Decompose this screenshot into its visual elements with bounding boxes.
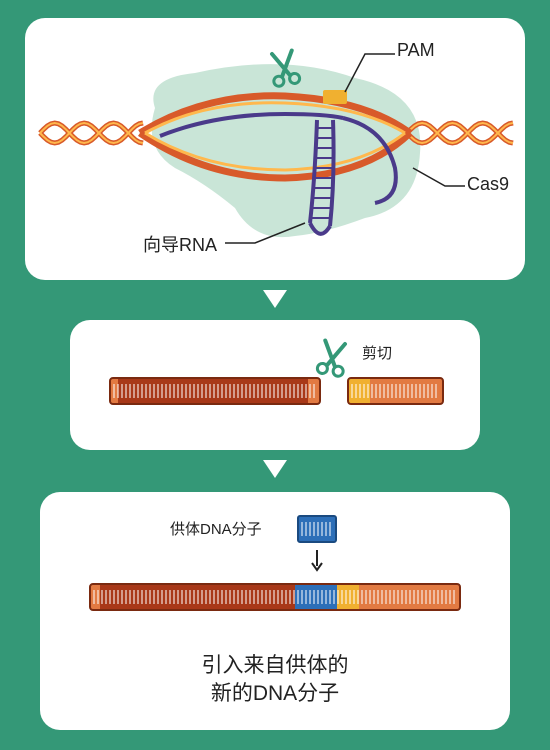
pam-site bbox=[323, 90, 347, 104]
donor-dna-fragment bbox=[298, 516, 336, 542]
dna-helix-right bbox=[407, 123, 513, 143]
dna-cut-diagram bbox=[70, 320, 480, 450]
caption-line-1: 引入来自供体的 bbox=[202, 654, 349, 677]
cas9-label: Cas9 bbox=[467, 174, 509, 195]
dna-with-insert bbox=[90, 584, 460, 610]
pam-label: PAM bbox=[397, 40, 435, 61]
flow-arrow-2 bbox=[263, 460, 287, 478]
pam-site bbox=[348, 378, 370, 404]
insertion-arrow bbox=[312, 550, 322, 570]
dna-segment-right bbox=[348, 378, 443, 404]
result-caption: 引入来自供体的 新的DNA分子 bbox=[40, 652, 510, 709]
crispr-recognition-diagram bbox=[25, 18, 525, 280]
scissors-icon bbox=[317, 340, 348, 377]
dna-helix-left bbox=[40, 123, 143, 143]
cut-label: 剪切 bbox=[362, 342, 392, 363]
caption-line-2: 新的DNA分子 bbox=[211, 682, 339, 705]
guide-rna-label: 向导RNA bbox=[143, 231, 217, 257]
cas9-protein-blob bbox=[152, 64, 421, 237]
pam-site bbox=[337, 584, 359, 610]
inserted-donor-region bbox=[295, 584, 337, 610]
dna-segment-left bbox=[110, 378, 320, 404]
leader-line-cas9 bbox=[413, 168, 465, 186]
flow-arrow-1 bbox=[263, 290, 287, 308]
donor-dna-label: 供体DNA分子 bbox=[170, 518, 262, 539]
